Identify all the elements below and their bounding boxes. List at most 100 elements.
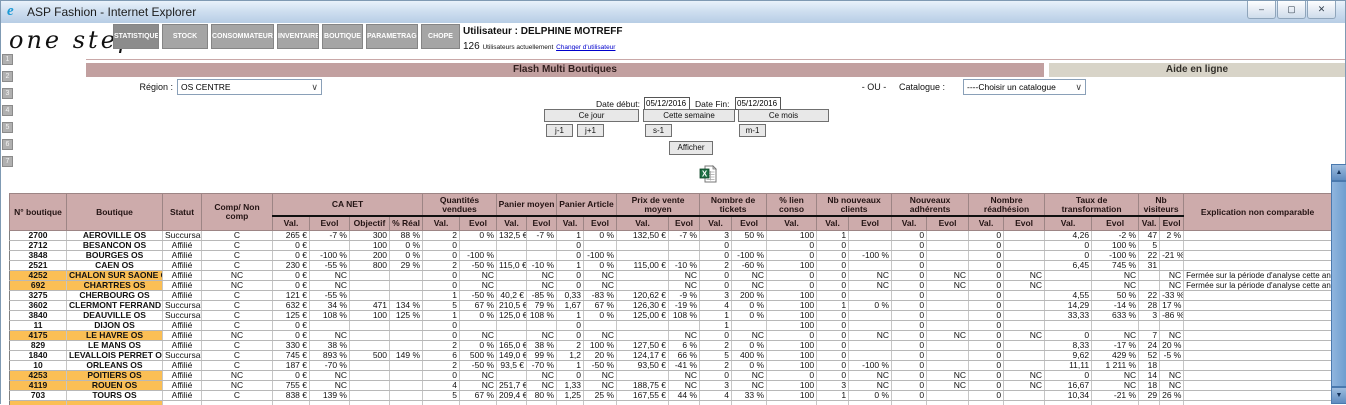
table-cell <box>617 281 669 291</box>
excel-export-icon[interactable]: X <box>699 165 717 183</box>
table-cell: ROUEN OS <box>67 381 163 391</box>
table-cell <box>1004 391 1045 401</box>
table-cell <box>390 381 423 391</box>
change-user-link[interactable]: Changer d'utilisateur <box>556 44 615 51</box>
table-cell: 500 % <box>460 351 497 361</box>
tab-stock[interactable]: STOCK <box>162 24 208 49</box>
close-button[interactable]: ✕ <box>1307 1 1336 19</box>
column-subheader: Val. <box>700 216 732 231</box>
column-subheader: Evol <box>527 216 557 231</box>
this-week-button[interactable]: Cette semaine <box>643 109 735 122</box>
table-cell: 20 % <box>584 351 617 361</box>
table-cell: 100 % <box>584 341 617 351</box>
table-cell: 79 % <box>527 301 557 311</box>
table-cell: 0 <box>423 271 460 281</box>
tab-parametrage[interactable]: PARAMETRAGE <box>366 24 418 49</box>
table-cell: Affilié <box>163 251 202 261</box>
table-cell: -10 % <box>669 261 700 271</box>
scroll-down-icon[interactable]: ▼ <box>1331 387 1346 404</box>
sidebar-squares: 1 2 3 4 5 6 7 <box>2 54 13 167</box>
table-cell: 0 <box>817 241 849 251</box>
table-cell <box>497 241 527 251</box>
table-cell: 14 <box>1139 371 1160 381</box>
current-user-label: Utilisateur : DELPHINE MOTREFF <box>463 26 622 37</box>
catalogue-select[interactable]: ----Choisir un catalogue ∨ <box>963 79 1086 95</box>
sidebar-square[interactable]: 1 <box>2 54 13 65</box>
table-cell <box>1184 341 1331 351</box>
sidebar-square[interactable]: 7 <box>2 156 13 167</box>
region-select[interactable]: OS CENTRE ∨ <box>177 79 322 95</box>
online-help-link[interactable]: Aide en ligne <box>1049 63 1345 77</box>
table-cell: NC <box>1004 281 1045 291</box>
table-cell: 0 <box>892 281 927 291</box>
table-cell: 2 <box>700 261 732 271</box>
table-cell: 3 <box>700 231 732 241</box>
table-cell <box>892 401 927 405</box>
previous-month-button[interactable]: m-1 <box>739 124 766 137</box>
table-cell: 0 % <box>584 231 617 241</box>
table-cell <box>617 321 669 331</box>
show-button[interactable]: Afficher <box>669 141 713 155</box>
table-cell: NC <box>1004 371 1045 381</box>
table-cell: 2 % <box>1160 231 1184 241</box>
scrollbar-thumb[interactable] <box>1331 181 1346 387</box>
table-cell: 0 <box>969 261 1004 271</box>
scroll-up-icon[interactable]: ▲ <box>1331 164 1346 181</box>
this-month-button[interactable]: Ce mois <box>738 109 829 122</box>
sidebar-square[interactable]: 3 <box>2 88 13 99</box>
table-cell: 100 <box>767 311 817 321</box>
table-cell <box>390 371 423 381</box>
tab-inventaire[interactable]: INVENTAIRE <box>277 24 319 49</box>
table-cell: 0 <box>892 361 927 371</box>
table-cell: C <box>202 261 273 271</box>
table-cell <box>497 321 527 331</box>
table-cell <box>927 301 969 311</box>
table-cell <box>497 251 527 261</box>
table-cell: 5 <box>423 391 460 401</box>
vertical-scrollbar[interactable]: ▲ ▼ <box>1331 164 1346 404</box>
table-cell: 1 <box>817 391 849 401</box>
table-cell: -100 % <box>584 251 617 261</box>
column-subheader: Val. <box>617 216 669 231</box>
table-cell: 4175 <box>10 331 67 341</box>
table-cell: 188,75 € <box>617 381 669 391</box>
table-cell <box>1045 321 1092 331</box>
table-cell <box>1139 401 1160 405</box>
table-cell: 0 <box>817 371 849 381</box>
table-cell <box>390 341 423 351</box>
sidebar-square[interactable]: 5 <box>2 122 13 133</box>
table-cell: 108 % <box>527 311 557 321</box>
sidebar-square[interactable]: 2 <box>2 71 13 82</box>
tab-chope[interactable]: CHOPE <box>421 24 460 49</box>
previous-week-button[interactable]: s-1 <box>645 124 672 137</box>
tab-boutique[interactable]: BOUTIQUE <box>322 24 363 49</box>
sidebar-square[interactable]: 4 <box>2 105 13 116</box>
table-cell: 22 <box>1139 251 1160 261</box>
maximize-button[interactable]: ▢ <box>1277 1 1306 19</box>
sidebar-square[interactable]: 6 <box>2 139 13 150</box>
tab-statistiques[interactable]: STATISTIQUES <box>113 24 159 49</box>
previous-day-button[interactable]: j-1 <box>546 124 573 137</box>
minimize-button[interactable]: – <box>1247 1 1276 19</box>
table-cell: 0 <box>817 281 849 291</box>
next-day-button[interactable]: j+1 <box>577 124 604 137</box>
table-cell: NC <box>669 371 700 381</box>
table-cell: 4 <box>700 391 732 401</box>
table-cell: 692 <box>10 281 67 291</box>
table-cell <box>1160 261 1184 271</box>
table-cell: NC <box>584 271 617 281</box>
table-cell: 0 <box>892 321 927 331</box>
column-subheader: Evol <box>732 216 767 231</box>
today-button[interactable]: Ce jour <box>544 109 639 122</box>
table-cell <box>927 321 969 331</box>
table-cell: 22 <box>1139 291 1160 301</box>
table-cell: Affilié <box>163 361 202 371</box>
table-cell: 745 € <box>273 351 310 361</box>
tab-consommateurs[interactable]: CONSOMMATEURS <box>211 24 274 49</box>
table-cell: 2 <box>423 361 460 371</box>
table-cell: LEVALLOIS PERRET OS <box>67 351 163 361</box>
table-cell: 0 <box>423 321 460 331</box>
